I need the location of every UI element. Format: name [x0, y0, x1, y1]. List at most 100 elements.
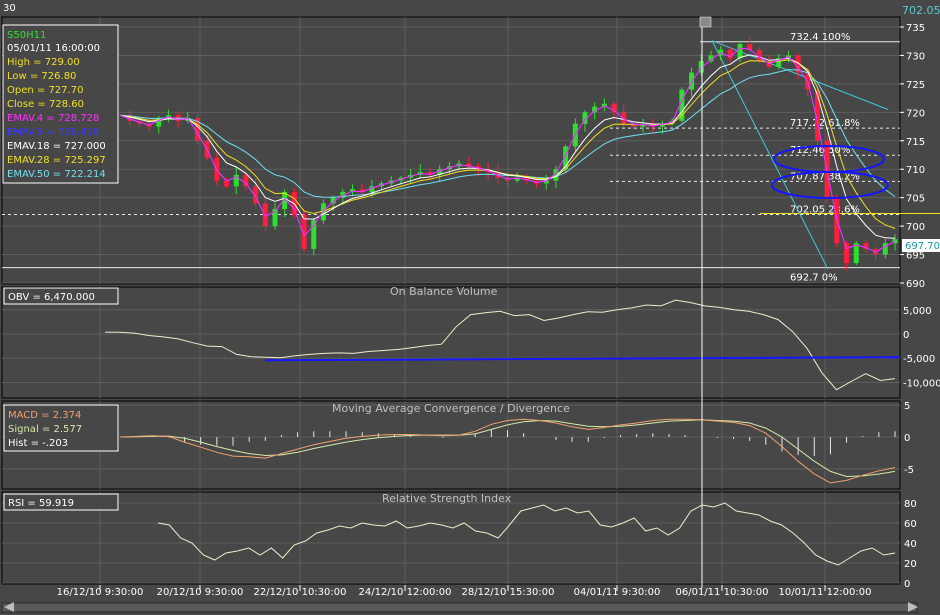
info-ema18: EMAV.18 = 727.000 [7, 141, 106, 152]
obv-tick-label: -5,000 [903, 354, 935, 365]
candle-body [795, 55, 801, 73]
candle-body [553, 169, 559, 181]
price-tick-label: 725 [906, 80, 925, 91]
candle-body [156, 118, 162, 127]
x-tick-label: 28/12/10 15:30:00 [461, 587, 554, 598]
rsi-tick-label: 20 [904, 559, 917, 570]
obv-panel [1, 286, 901, 399]
candle-body [892, 239, 898, 244]
candle-body [824, 140, 830, 198]
candle-body [863, 243, 869, 249]
top-right-price: 702.05 [902, 4, 940, 17]
candle-body [330, 197, 336, 204]
current-price-tag [902, 239, 940, 252]
rsi-tick-label: 0 [904, 579, 910, 590]
rsi-tick-label: 60 [904, 519, 917, 530]
obv-tick-label: 5,000 [903, 306, 932, 317]
macd-title: Moving Average Convergence / Divergence [332, 402, 570, 415]
fib-level-label: 702.05 23.6% [790, 204, 860, 215]
candle-body [272, 209, 278, 227]
price-tick-label: 715 [906, 137, 925, 148]
obv-value-box [3, 287, 119, 305]
current-price-label: 697.70 [905, 241, 940, 252]
candle-body [563, 146, 569, 170]
candle-body [437, 169, 443, 175]
obv-tick-label: -10,000 [903, 378, 940, 389]
x-tick-label: 10/01/11 12:00:00 [778, 587, 871, 598]
fib-level-label: 692.7 0% [790, 273, 838, 284]
candle-body [582, 112, 588, 124]
macd-value-box [3, 404, 119, 452]
interval-label: 30 [3, 3, 16, 14]
x-tick-label: 22/12/10 10:30:00 [253, 587, 346, 598]
candle-body [611, 103, 617, 113]
candle-body [262, 203, 268, 227]
candle-body [679, 89, 685, 121]
scroll-left-arrow-icon[interactable] [4, 602, 14, 612]
price-series [119, 37, 898, 271]
candle-body [369, 186, 375, 192]
rsi-tick-label: 80 [904, 499, 917, 510]
fib-level-label: 712.46 50% [790, 145, 850, 156]
crosshair-handle[interactable] [699, 16, 712, 28]
price-tick-label: 720 [906, 108, 925, 119]
signal-line [119, 419, 896, 478]
svg-text:S50H11 05/01/11 16:00:00: S50H11 05/01/11 16:00:00 High = 729.00 L… [7, 30, 109, 180]
rsi-line [157, 502, 896, 566]
obv-value: OBV = 6,470.000 [8, 292, 95, 303]
candle-body [359, 189, 365, 192]
ohlc-info-box [2, 24, 119, 184]
candle-body [320, 203, 326, 221]
x-tick-label: 06/01/11 10:30:00 [675, 587, 768, 598]
x-tick-label: 20/12/10 9:30:00 [157, 587, 244, 598]
info-open: Open = 727.70 [7, 85, 83, 96]
info-ema4: EMAV.4 = 728.728 [7, 113, 99, 124]
hist-value: Hist = -.203 [8, 438, 68, 449]
scroll-right-arrow-icon[interactable] [908, 602, 918, 612]
rsi-title: Relative Strength Index [382, 492, 512, 505]
candle-body [253, 186, 259, 204]
rsi-value-box [3, 493, 119, 511]
candle-body [195, 118, 200, 141]
svg-text:MACD = 2.374 Signal = 2.57: MACD = 2.374 Signal = 2.577 Hist = -.203 [8, 410, 85, 449]
indicator-series [104, 299, 901, 566]
candle-body [514, 177, 520, 181]
obv-tick-label: 0 [903, 330, 909, 341]
candle-body [727, 49, 733, 59]
highlight-ellipse-382 [771, 171, 889, 199]
price-panel [1, 16, 901, 285]
x-tick-label: 04/01/11 9:30:00 [574, 587, 661, 598]
trendline-lower [711, 40, 829, 270]
candle-body [708, 55, 714, 62]
candle-body [756, 49, 762, 62]
macd-tick-label: 0 [904, 433, 910, 444]
obv-support-line [264, 356, 901, 362]
fib-level-label: 717.22 61.8% [790, 118, 860, 129]
info-ema9: EMAV.9 = 728.418 [7, 127, 99, 138]
candle-body [524, 177, 530, 181]
ema4-line [119, 47, 896, 253]
x-tick-label: 24/12/10 12:00:00 [358, 587, 451, 598]
candle-body [815, 89, 820, 141]
candle-body [698, 61, 704, 73]
candle-body [224, 180, 230, 187]
horizontal-scrollbar[interactable] [1, 602, 918, 613]
rsi-tick-label: 40 [904, 539, 917, 550]
candle-body [882, 243, 888, 255]
info-close: Close = 728.60 [7, 99, 84, 110]
candle-body [805, 72, 811, 90]
candle-body [350, 189, 355, 192]
candle-body [282, 191, 288, 210]
candle-body [853, 243, 859, 264]
price-tick-label: 690 [906, 279, 925, 290]
candle-body [776, 58, 782, 67]
candle-body [601, 103, 607, 107]
candle-body [737, 44, 743, 59]
candle-body [127, 115, 133, 121]
price-tick-label: 700 [906, 222, 925, 233]
candle-body [466, 163, 472, 167]
candle-body [427, 172, 433, 175]
ema18-line [119, 54, 896, 239]
candle-body [311, 220, 317, 249]
